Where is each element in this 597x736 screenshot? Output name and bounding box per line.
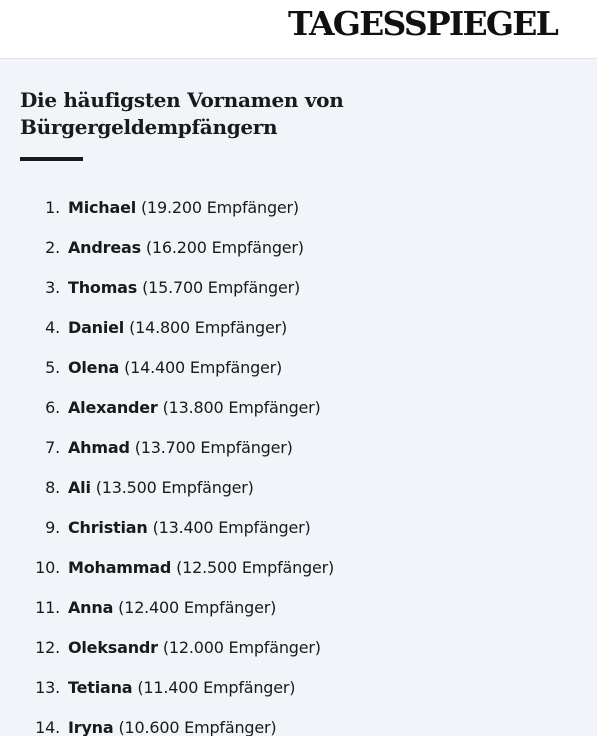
item-detail: (11.400 Empfänger) (137, 677, 296, 697)
item-name: Andreas (68, 237, 141, 257)
item-name: Oleksandr (68, 637, 158, 657)
item-detail: (10.600 Empfänger) (118, 717, 277, 736)
item-detail: (13.500 Empfänger) (95, 477, 254, 497)
item-rank: 4. (45, 317, 60, 337)
list-item: 11. Anna (12.400 Empfänger) (20, 587, 577, 627)
item-rank: 8. (45, 477, 60, 497)
item-detail: (12.400 Empfänger) (118, 597, 277, 617)
item-rank: 13. (35, 677, 60, 697)
item-detail: (13.800 Empfänger) (162, 397, 321, 417)
item-name: Christian (68, 517, 148, 537)
item-name: Ali (68, 477, 91, 497)
item-detail: (19.200 Empfänger) (141, 197, 299, 217)
item-detail: (13.400 Empfänger) (152, 517, 311, 537)
item-name: Tetiana (68, 677, 133, 697)
item-name: Michael (68, 197, 137, 217)
list-item: 9. Christian (13.400 Empfänger) (20, 507, 577, 547)
list-item: 7. Ahmad (13.700 Empfänger) (20, 427, 577, 467)
article: Die häufigsten Vornamen von Bürgergeldem… (0, 59, 597, 736)
list-item: 2. Andreas (16.200 Empfänger) (20, 227, 577, 267)
item-rank: 1. (45, 197, 60, 217)
item-rank: 14. (35, 717, 60, 736)
item-rank: 2. (45, 237, 60, 257)
list-item: 3. Thomas (15.700 Empfänger) (20, 267, 577, 307)
item-rank: 3. (45, 277, 60, 297)
item-detail: (13.700 Empfänger) (134, 437, 293, 457)
list-item: 5. Olena (14.400 Empfänger) (20, 347, 577, 387)
item-name: Olena (68, 357, 120, 377)
item-detail: (12.500 Empfänger) (176, 557, 335, 577)
item-rank: 11. (35, 597, 60, 617)
item-name: Thomas (68, 277, 138, 297)
list-item: 10. Mohammad (12.500 Empfänger) (20, 547, 577, 587)
article-title: Die häufigsten Vornamen von Bürgergeldem… (20, 88, 344, 139)
item-detail: (14.800 Empfänger) (129, 317, 288, 337)
list-item: 12. Oleksandr (12.000 Empfänger) (20, 627, 577, 667)
item-detail: (16.200 Empfänger) (145, 237, 304, 257)
item-rank: 5. (45, 357, 60, 377)
item-name: Iryna (68, 717, 114, 736)
item-name: Daniel (68, 317, 125, 337)
item-detail: (15.700 Empfänger) (142, 277, 301, 297)
list-item: 6. Alexander (13.800 Empfänger) (20, 387, 577, 427)
item-name: Mohammad (68, 557, 172, 577)
item-rank: 6. (45, 397, 60, 417)
item-name: Anna (68, 597, 114, 617)
list-item: 8. Ali (13.500 Empfänger) (20, 467, 577, 507)
tagesspiegel-logo[interactable]: TAGESSPIEGEL (288, 4, 559, 43)
item-rank: 12. (35, 637, 60, 657)
title-underline (20, 157, 83, 161)
item-detail: (14.400 Empfänger) (124, 357, 283, 377)
item-detail: (12.000 Empfänger) (162, 637, 321, 657)
item-name: Ahmad (68, 437, 130, 457)
list-item: 13. Tetiana (11.400 Empfänger) (20, 667, 577, 707)
item-name: Alexander (68, 397, 158, 417)
item-rank: 9. (45, 517, 60, 537)
list-item: 14. Iryna (10.600 Empfänger) (20, 707, 577, 736)
item-rank: 10. (35, 557, 60, 577)
list-item: 4. Daniel (14.800 Empfänger) (20, 307, 577, 347)
list-item: 1. Michael (19.200 Empfänger) (20, 187, 577, 227)
item-rank: 7. (45, 437, 60, 457)
site-header: TAGESSPIEGEL (0, 0, 597, 59)
names-list: 1. Michael (19.200 Empfänger) 2. Andreas… (20, 187, 577, 736)
